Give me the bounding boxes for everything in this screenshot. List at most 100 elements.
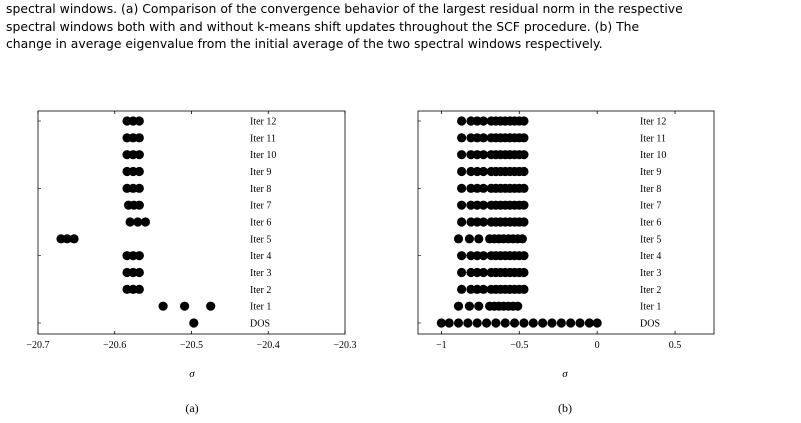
data-point — [478, 284, 489, 294]
data-point — [556, 318, 566, 328]
row-label: Iter 12 — [250, 117, 276, 128]
data-point — [547, 318, 557, 328]
data-point — [134, 200, 144, 210]
data-point — [464, 234, 475, 244]
data-point — [566, 318, 576, 328]
row-label: Iter 7 — [250, 201, 271, 212]
data-point — [457, 267, 467, 278]
row-label: Iter 11 — [250, 133, 276, 144]
data-point — [519, 251, 529, 261]
subfigure-label: (a) — [185, 401, 198, 415]
data-point — [478, 150, 489, 160]
data-point — [134, 166, 144, 177]
data-point — [519, 284, 529, 294]
data-point — [517, 234, 527, 244]
data-point — [528, 318, 538, 328]
data-point — [457, 217, 467, 227]
data-point — [519, 318, 529, 328]
row-label: Iter 3 — [640, 268, 661, 279]
data-point — [478, 133, 489, 143]
data-point — [500, 318, 510, 328]
x-axis-label: σ — [562, 368, 568, 380]
data-point — [457, 183, 467, 193]
data-point — [62, 234, 72, 244]
x-tick-label: −20.5 — [180, 340, 203, 351]
row-label: Iter 5 — [250, 234, 271, 245]
data-point — [179, 301, 190, 311]
plot-frame — [417, 110, 715, 335]
x-tick-label: −20.4 — [257, 340, 280, 351]
data-point — [519, 166, 529, 177]
row-label: Iter 10 — [640, 150, 666, 161]
data-point — [436, 318, 446, 328]
row-label: Iter 2 — [250, 285, 271, 296]
subfigure-label: (b) — [558, 401, 572, 415]
data-point — [519, 133, 529, 143]
x-tick-label: −20.3 — [333, 340, 356, 351]
row-label: Iter 4 — [640, 251, 661, 262]
data-point — [519, 150, 529, 160]
data-point — [444, 318, 454, 328]
row-label: DOS — [250, 319, 270, 330]
data-point — [453, 234, 464, 244]
data-point — [457, 284, 467, 294]
x-tick-label: 0 — [595, 340, 600, 351]
caption-line: change in average eigenvalue from the in… — [6, 36, 603, 51]
row-label: Iter 11 — [640, 133, 666, 144]
data-point — [478, 217, 489, 227]
data-point — [457, 200, 467, 210]
row-label: Iter 8 — [250, 184, 271, 195]
row-label: Iter 2 — [640, 285, 661, 296]
x-tick-label: −1 — [436, 340, 447, 351]
data-point — [134, 183, 144, 193]
data-point — [478, 116, 489, 126]
data-point — [134, 133, 144, 143]
data-point — [134, 267, 144, 278]
data-point — [134, 116, 144, 126]
data-point — [457, 133, 467, 143]
plot-frame — [37, 110, 346, 335]
data-point — [478, 251, 489, 261]
data-point — [478, 183, 489, 193]
row-label: Iter 3 — [250, 268, 271, 279]
row-label: Iter 6 — [250, 218, 271, 229]
data-point — [158, 301, 168, 311]
row-label: Iter 7 — [640, 201, 661, 212]
row-label: Iter 8 — [640, 184, 661, 195]
data-point — [592, 318, 602, 328]
data-point — [474, 234, 484, 244]
data-point — [125, 217, 135, 227]
data-point — [474, 301, 484, 311]
data-point — [478, 267, 489, 278]
caption-line: spectral windows. (a) Comparison of the … — [6, 1, 683, 16]
data-point — [457, 166, 467, 177]
data-point — [491, 318, 501, 328]
data-point — [519, 116, 529, 126]
data-point — [478, 166, 489, 177]
row-label: Iter 9 — [250, 167, 271, 178]
data-point — [134, 150, 144, 160]
data-point — [189, 318, 199, 328]
row-label: DOS — [640, 319, 660, 330]
row-label: Iter 10 — [250, 150, 276, 161]
data-point — [134, 251, 144, 261]
data-point — [519, 217, 529, 227]
row-label: Iter 9 — [640, 167, 661, 178]
row-label: Iter 12 — [640, 117, 666, 128]
x-tick-label: −0.5 — [510, 340, 528, 351]
data-point — [69, 234, 79, 244]
data-point — [457, 251, 467, 261]
x-tick-label: 0.5 — [669, 340, 682, 351]
data-point — [206, 301, 216, 311]
data-point — [134, 284, 144, 294]
x-tick-label: −20.6 — [103, 340, 126, 351]
figure-caption: spectral windows. (a) Comparison of the … — [6, 0, 798, 53]
data-point — [519, 267, 529, 278]
x-axis-label: σ — [189, 368, 195, 380]
data-point — [472, 318, 482, 328]
data-point — [478, 200, 489, 210]
data-point — [575, 318, 585, 328]
data-point — [453, 301, 464, 311]
data-point — [519, 183, 529, 193]
